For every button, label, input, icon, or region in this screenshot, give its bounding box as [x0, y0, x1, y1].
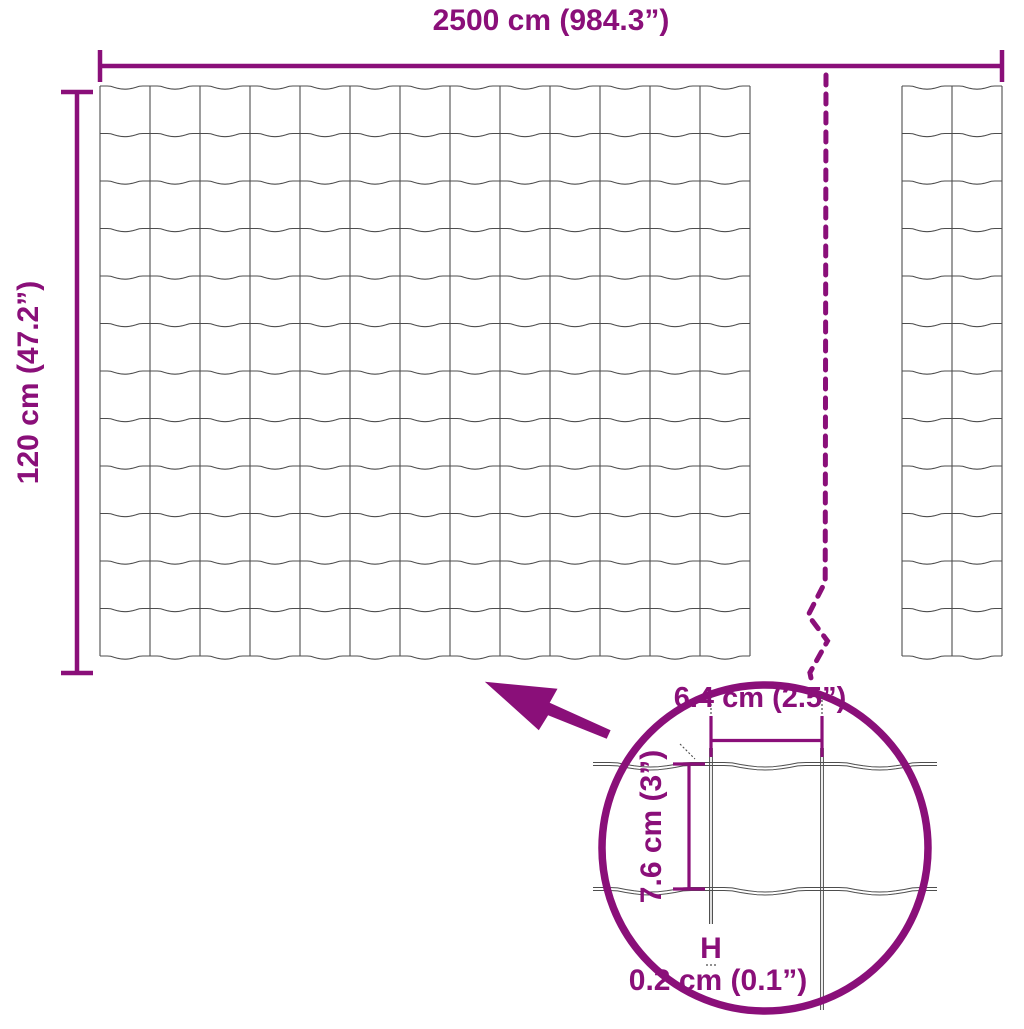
svg-text:120 cm (47.2”): 120 cm (47.2”)	[12, 281, 45, 484]
svg-text:0.2 cm (0.1”): 0.2 cm (0.1”)	[629, 964, 807, 997]
svg-text:6.4 cm (2.5”): 6.4 cm (2.5”)	[674, 682, 846, 714]
svg-text:7.6 cm (3”): 7.6 cm (3”)	[635, 750, 668, 903]
svg-text:H: H	[700, 932, 722, 965]
svg-text:2500 cm (984.3”): 2500 cm (984.3”)	[433, 4, 670, 37]
